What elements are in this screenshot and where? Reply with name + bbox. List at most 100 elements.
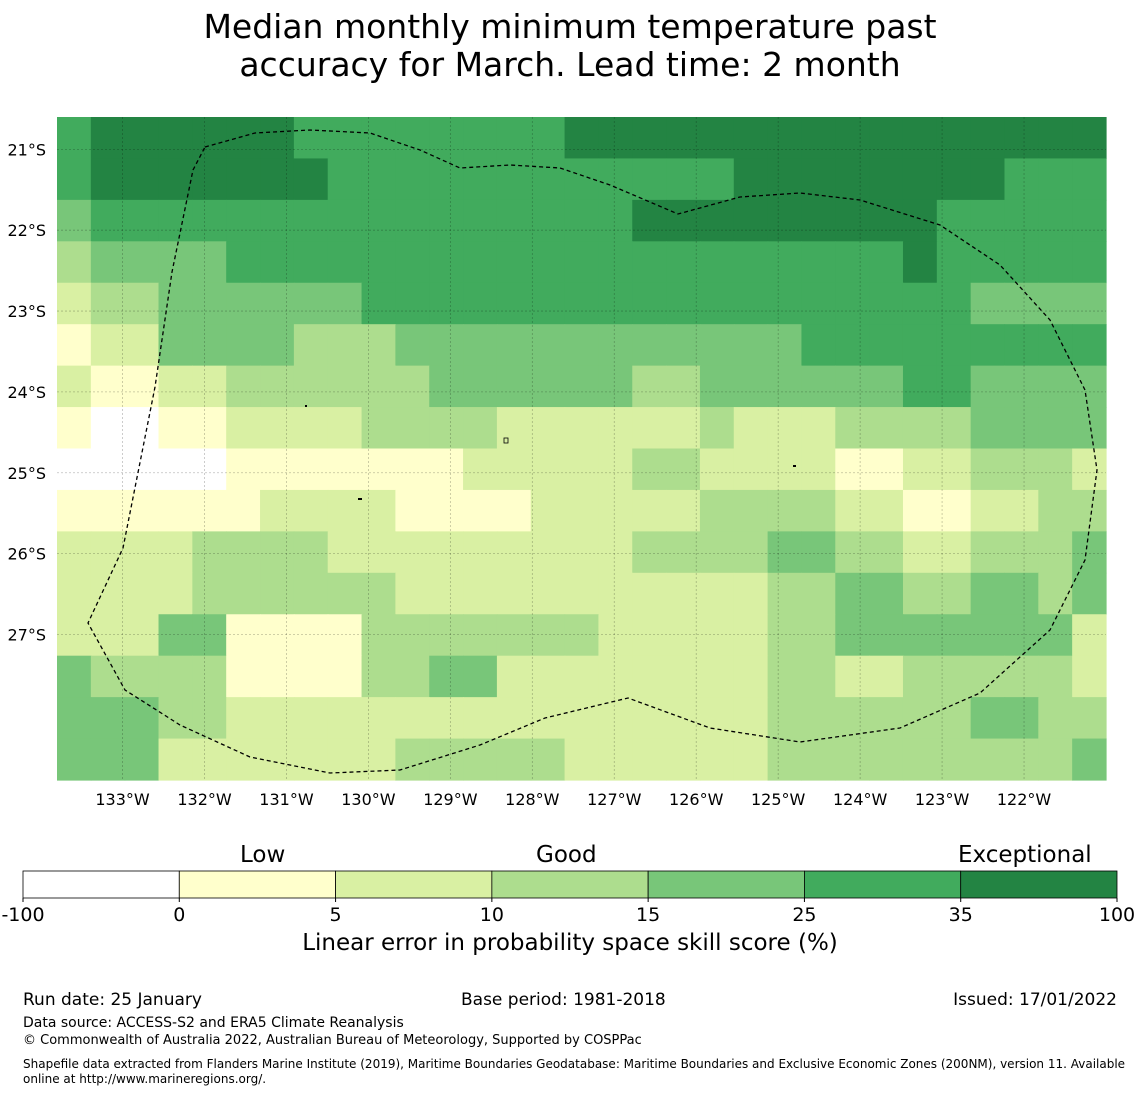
grid-cell	[260, 572, 295, 615]
grid-cell	[530, 448, 566, 491]
grid-cell	[564, 407, 600, 450]
grid-cell	[361, 241, 396, 284]
grid-cell	[57, 697, 92, 740]
grid-cell	[733, 158, 769, 201]
grid-cell	[733, 448, 769, 491]
colorbar	[22, 870, 1118, 899]
grid-cell	[293, 448, 329, 491]
base-period: Base period: 1981-2018	[461, 990, 666, 1010]
grid-cell	[395, 282, 430, 325]
grid-cell	[158, 738, 193, 781]
grid-cell	[767, 241, 803, 284]
grid-cell	[293, 738, 329, 781]
island-mark	[503, 437, 509, 444]
grid-cell	[936, 199, 972, 242]
grid-cell	[936, 282, 972, 325]
grid-cell	[666, 199, 701, 242]
lat-tick-label: 23°S	[7, 302, 46, 321]
grid-cell	[699, 365, 735, 408]
grid-cell	[293, 365, 329, 408]
grid-cell	[192, 282, 227, 325]
grid-cell	[293, 614, 329, 657]
grid-cell	[835, 531, 870, 574]
title-line-1: Median monthly minimum temperature past	[203, 7, 937, 46]
grid-cell	[429, 158, 464, 201]
grid-cell	[1004, 241, 1039, 284]
grid-cell	[90, 614, 126, 657]
colorbar-segment	[22, 870, 180, 899]
grid-cell	[699, 241, 735, 284]
grid-cell	[1038, 489, 1073, 532]
grid-cell	[226, 572, 261, 615]
grid-cell	[902, 738, 938, 781]
grid-cell	[57, 614, 92, 657]
colorbar-category-exceptional: Exceptional	[958, 842, 1092, 868]
colorbar-tick-label: 5	[330, 904, 342, 926]
issued-date: Issued: 17/01/2022	[953, 990, 1117, 1010]
grid-cell	[699, 324, 735, 367]
grid-cell	[598, 572, 633, 615]
grid-cell	[260, 655, 295, 698]
grid-cell	[57, 365, 92, 408]
colorbar-label: Linear error in probability space skill …	[302, 930, 838, 956]
grid-cell	[632, 324, 667, 367]
grid-cell	[564, 614, 600, 657]
lon-tick-label: 125°W	[751, 790, 806, 809]
grid-cell	[902, 324, 938, 367]
grid-cell	[57, 199, 92, 242]
grid-cell	[192, 738, 227, 781]
grid-cell	[835, 738, 870, 781]
grid-cell	[767, 448, 803, 491]
grid-cell	[733, 655, 769, 698]
run-date: Run date: 25 January	[23, 990, 202, 1010]
lon-axis: 133°W 132°W 131°W 130°W 129°W 128°W 127°W 126°W…	[95, 790, 1051, 809]
grid-cell	[192, 365, 227, 408]
grid-cell	[530, 282, 566, 325]
grid-cell	[767, 697, 803, 740]
grid-cell	[124, 199, 160, 242]
grid-cell	[733, 738, 769, 781]
grid-cell	[970, 407, 1006, 450]
grid-cell	[124, 117, 160, 160]
grid-cell	[361, 448, 396, 491]
grid-cell	[632, 572, 667, 615]
grid-cell	[1038, 448, 1073, 491]
grid-cell	[666, 738, 701, 781]
grid-cell	[801, 407, 836, 450]
grid-cell	[463, 489, 498, 532]
lon-tick-label: 127°W	[587, 790, 642, 809]
grid-cell	[192, 448, 227, 491]
grid-cell	[496, 448, 532, 491]
grid-cell	[733, 489, 769, 532]
grid-cell	[869, 531, 904, 574]
grid-cell	[666, 282, 701, 325]
grid-cell	[530, 489, 566, 532]
grid-cell	[361, 489, 396, 532]
grid-cell	[192, 241, 227, 284]
grid-cell	[57, 117, 92, 160]
grid-cell	[767, 614, 803, 657]
colorbar-tick-label: 0	[173, 904, 185, 926]
grid-cell	[632, 738, 667, 781]
grid-cell	[835, 697, 870, 740]
grid-cell	[226, 738, 261, 781]
colorbar-segment	[335, 870, 493, 899]
grid-cell	[361, 324, 396, 367]
grid-cell	[429, 448, 464, 491]
grid-cell	[564, 241, 600, 284]
grid-cell	[1038, 655, 1073, 698]
grid-cell	[564, 572, 600, 615]
grid-cell	[835, 241, 870, 284]
grid-cell	[429, 614, 464, 657]
grid-cell	[598, 324, 633, 367]
grid-cell	[869, 324, 904, 367]
grid-cell	[158, 282, 193, 325]
grid-cell	[124, 572, 160, 615]
grid-cell	[226, 241, 261, 284]
grid-cell	[699, 407, 735, 450]
grid-cell	[293, 199, 329, 242]
lon-tick-label: 130°W	[341, 790, 396, 809]
lat-tick-label: 24°S	[7, 383, 46, 402]
grid-cell	[801, 531, 836, 574]
grid-cell	[1072, 448, 1107, 491]
